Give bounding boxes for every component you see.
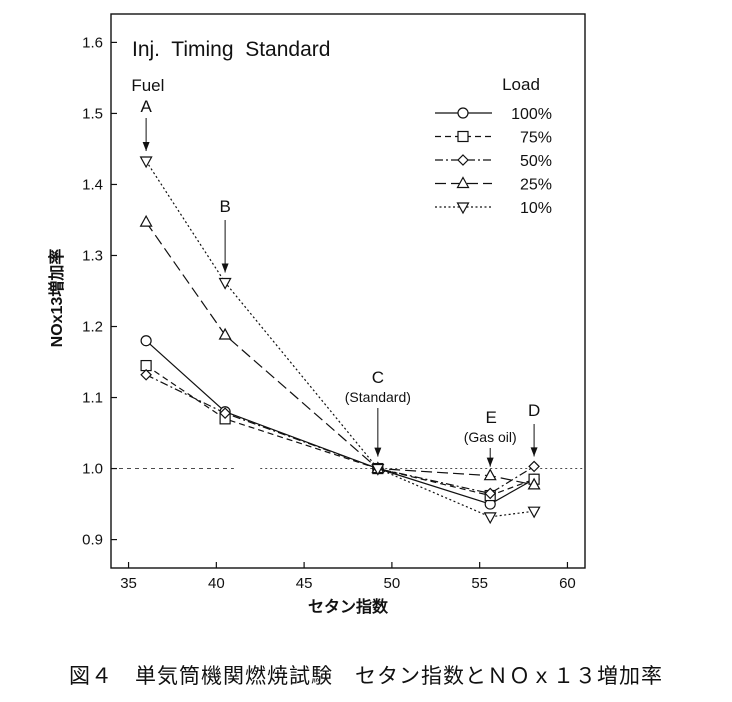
legend-label-2: 50% — [520, 153, 552, 170]
x-tick-label: 55 — [471, 575, 488, 592]
annotation-arrowhead — [374, 447, 382, 457]
y-tick-label: 1.6 — [82, 34, 103, 51]
data-point-4 — [371, 463, 385, 476]
y-tick-label: 1.4 — [82, 176, 103, 193]
annotation-b: B — [219, 197, 230, 216]
data-point-4 — [139, 156, 153, 169]
data-point-4 — [483, 512, 497, 525]
legend-label-4: 10% — [520, 200, 552, 217]
y-axis-label: NOx13増加率 — [47, 249, 66, 348]
annotation-e-sub: (Gas oil) — [464, 429, 517, 445]
plot-frame — [110, 13, 586, 569]
annotation-a: A — [140, 97, 152, 116]
data-point-4 — [527, 506, 541, 519]
chart-title: Inj. Timing Standard — [132, 38, 330, 61]
annotation-e: E — [486, 408, 497, 427]
data-point-2 — [528, 460, 540, 473]
legend-label-3: 25% — [520, 177, 552, 194]
annotation-c: C — [372, 368, 384, 387]
x-tick-label: 50 — [384, 575, 401, 592]
legend-label-0: 100% — [511, 106, 552, 123]
data-point-4 — [218, 277, 232, 290]
data-point-0 — [140, 335, 152, 347]
y-tick-label: 1.0 — [82, 461, 103, 478]
legend-marker-4 — [456, 202, 470, 215]
data-point-3 — [218, 327, 232, 340]
data-point-2 — [140, 368, 152, 381]
legend-marker-0 — [457, 107, 469, 119]
y-tick-label: 1.2 — [82, 319, 103, 336]
legend-label-1: 75% — [520, 130, 552, 147]
legend-marker-2 — [457, 154, 469, 166]
annotation-arrowhead — [221, 263, 229, 273]
x-tick-label: 35 — [120, 575, 137, 592]
series-line-4 — [145, 160, 535, 518]
annotation-fuel: Fuel — [131, 76, 164, 95]
y-tick-label: 1.5 — [82, 105, 103, 122]
annotation-arrowhead — [486, 457, 494, 467]
figure-caption: 図４ 単気筒機関燃焼試験 セタン指数とＮＯｘ１３増加率 — [69, 664, 663, 688]
legend-marker-1 — [457, 130, 469, 143]
x-axis-label: セタン指数 — [308, 597, 389, 616]
annotation-arrowhead — [530, 447, 538, 457]
y-tick-label: 1.3 — [82, 247, 103, 264]
data-point-3 — [483, 468, 497, 481]
data-point-3 — [527, 477, 541, 490]
y-tick-label: 0.9 — [82, 532, 103, 549]
x-tick-label: 40 — [208, 575, 225, 592]
data-point-2 — [219, 407, 231, 420]
legend-title: Load — [502, 75, 540, 94]
data-point-3 — [139, 214, 153, 227]
series-line-3 — [145, 221, 535, 486]
annotation-d: D — [528, 401, 540, 420]
legend-marker-3 — [456, 176, 470, 189]
annotation-c-sub: (Standard) — [345, 389, 411, 405]
y-tick-label: 1.1 — [82, 390, 103, 407]
data-point-2 — [484, 487, 497, 500]
x-tick-label: 45 — [296, 575, 313, 592]
annotation-arrowhead — [142, 142, 150, 152]
x-tick-label: 60 — [559, 575, 576, 592]
